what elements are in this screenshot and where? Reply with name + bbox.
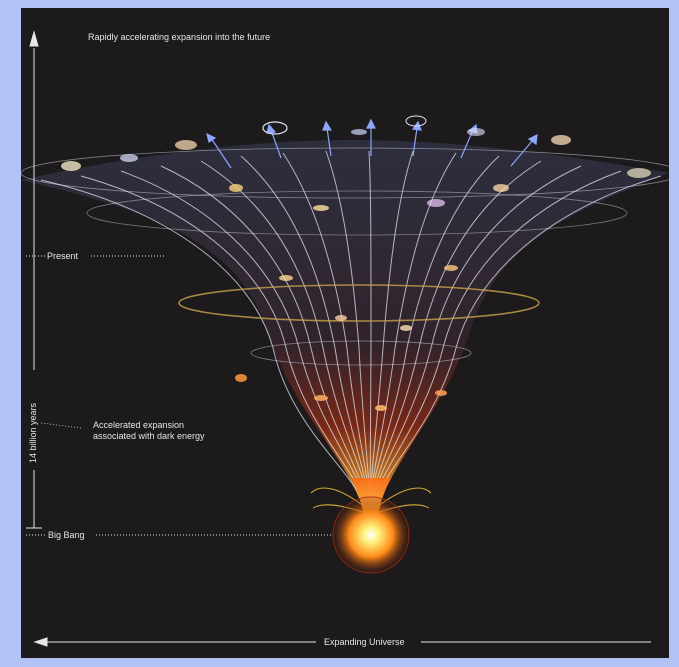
time-axis-label: 14 billion years	[28, 402, 38, 463]
galaxies	[61, 115, 651, 411]
accelerated-leader-line	[40, 422, 82, 429]
space-axis-label: Expanding Universe	[324, 637, 405, 647]
funnel-body	[21, 140, 669, 508]
funnel-rings	[21, 147, 669, 366]
universe-expansion-diagram: Rapidly accelerating expansion into the …	[21, 8, 669, 658]
present-label: Present	[47, 251, 79, 261]
funnel-meridians	[40, 150, 662, 509]
diagram-artwork	[21, 30, 669, 647]
big-bang-glow	[331, 495, 411, 575]
accelerated-expansion-label-line1: Accelerated expansion	[93, 420, 185, 430]
future-label: Rapidly accelerating expansion into the …	[88, 32, 271, 42]
space-axis	[33, 637, 651, 647]
time-axis	[26, 30, 42, 529]
accelerated-expansion-label-line2: associated with dark energy	[93, 431, 205, 441]
big-bang-label: Big Bang	[48, 530, 85, 540]
